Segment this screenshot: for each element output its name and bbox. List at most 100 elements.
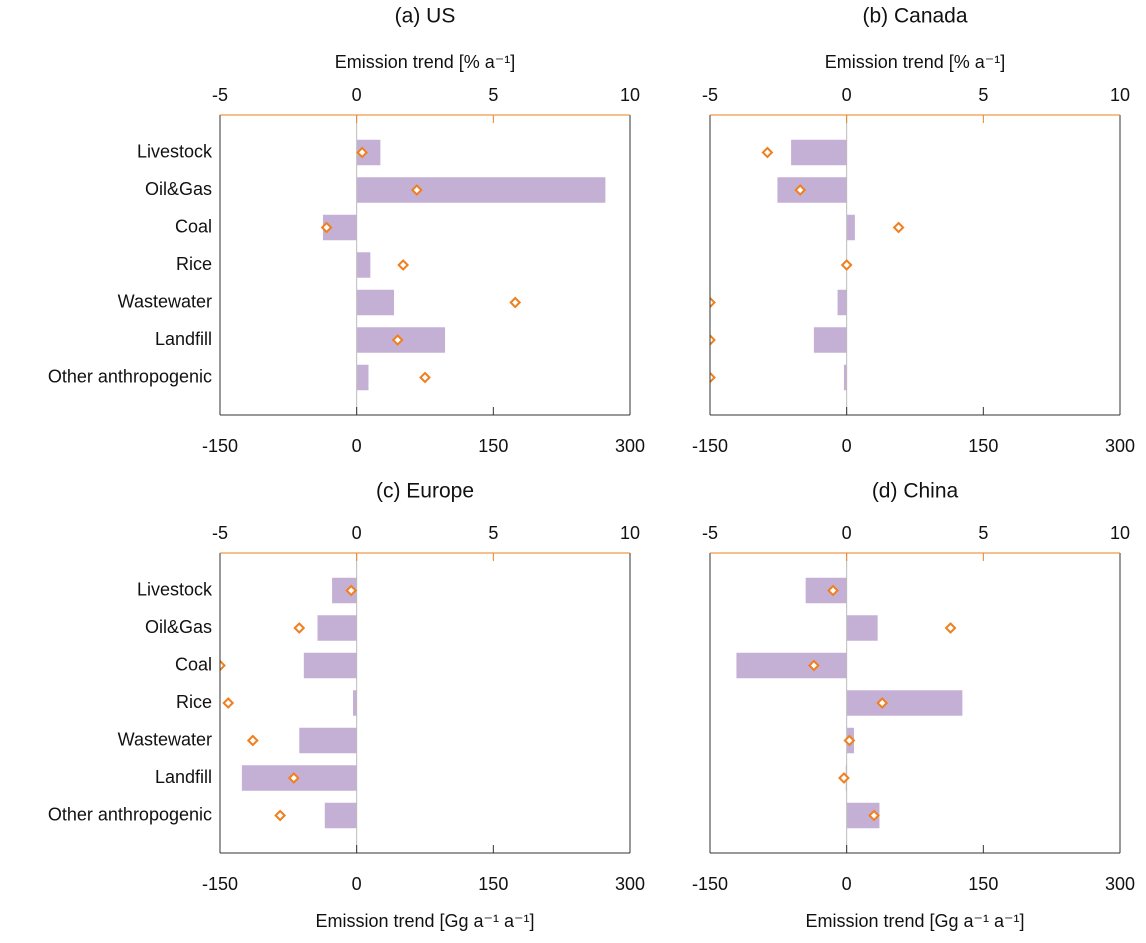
bar	[843, 364, 847, 391]
diamond-marker	[222, 697, 235, 709]
x-tick-label: 150	[968, 436, 998, 456]
diamond-marker	[944, 622, 957, 634]
diamond-marker	[509, 296, 522, 309]
x-tick-label: -150	[202, 436, 238, 456]
x2-tick-label: 10	[620, 523, 640, 543]
x-axis-label: Emission trend [Gg a⁻¹ a⁻¹]	[805, 911, 1024, 931]
diamond-marker	[710, 296, 716, 309]
x2-tick-label: 10	[1110, 523, 1130, 543]
y-tick-label: Coal	[175, 216, 212, 236]
bar	[356, 139, 381, 166]
diamond-marker	[761, 146, 774, 159]
x-tick-label: 0	[842, 874, 852, 894]
x-tick-label: -150	[692, 874, 728, 894]
bar	[846, 690, 963, 716]
bar	[317, 615, 357, 641]
plot-area	[220, 553, 358, 853]
bar	[324, 802, 357, 829]
diamond-marker	[391, 334, 404, 346]
y-tick-label: Oil&Gas	[145, 179, 212, 199]
x2-axis-label: Emission trend [% a⁻¹]	[335, 52, 516, 72]
x-tick-label: 0	[352, 874, 362, 894]
x-tick-label: 0	[842, 436, 852, 456]
y-tick-label: Livestock	[137, 141, 213, 161]
x-tick-label: -150	[692, 436, 728, 456]
x2-tick-label: -5	[702, 85, 718, 105]
diamond-marker	[345, 584, 358, 597]
y-tick-label: Livestock	[137, 579, 213, 599]
x-tick-label: -150	[202, 874, 238, 894]
bar	[356, 252, 371, 278]
diamond-marker	[419, 371, 431, 384]
x2-tick-label: -5	[212, 85, 228, 105]
bar	[736, 652, 847, 679]
y-tick-label: Landfill	[155, 329, 212, 349]
panel: (c) Europe Emission trend [Gg a⁻¹ a⁻¹] -15…	[48, 480, 645, 931]
x2-tick-label: 0	[842, 523, 852, 543]
x-tick-label: 300	[615, 436, 645, 456]
bar	[353, 690, 357, 716]
x-tick-label: 300	[1105, 874, 1135, 894]
x2-tick-label: 0	[352, 523, 362, 543]
y-tick-label: Wastewater	[118, 729, 212, 749]
diamond-marker	[876, 697, 889, 709]
diamond-marker	[320, 221, 333, 234]
x-tick-label: 150	[968, 874, 998, 894]
bar	[356, 364, 369, 391]
panel-title: (b) Canada	[862, 5, 967, 28]
x2-tick-label: 10	[620, 85, 640, 105]
diamond-marker	[827, 584, 839, 597]
x2-tick-label: 5	[978, 523, 988, 543]
x2-tick-label: -5	[212, 523, 228, 543]
y-tick-label: Rice	[176, 254, 212, 274]
diamond-marker	[274, 809, 287, 822]
x2-tick-label: 0	[842, 85, 852, 105]
bar	[356, 177, 606, 203]
x2-tick-label: 10	[1110, 85, 1130, 105]
panel: (b) Canada Emission trend [% a⁻¹] -150 0 150…	[692, 5, 1135, 456]
diamond-marker	[397, 259, 410, 271]
bar	[356, 289, 395, 316]
bar	[791, 139, 847, 166]
x-tick-label: 300	[1105, 436, 1135, 456]
diamond-marker	[293, 622, 306, 634]
plot-area	[736, 553, 963, 853]
diamond-marker	[807, 659, 820, 672]
x2-tick-label: 5	[978, 85, 988, 105]
y-tick-label: Wastewater	[118, 291, 212, 311]
bar	[805, 577, 847, 604]
plot-area	[320, 115, 606, 415]
diamond-marker	[710, 334, 716, 346]
bar	[846, 214, 855, 241]
x-tick-label: 0	[352, 436, 362, 456]
y-tick-label: Rice	[176, 692, 212, 712]
x2-tick-label: 5	[488, 85, 498, 105]
panel-title: (d) China	[872, 480, 959, 503]
y-tick-label: Coal	[175, 654, 212, 674]
diamond-marker	[356, 146, 369, 159]
diamond-marker	[794, 184, 807, 196]
panel-title: (a) US	[395, 5, 456, 28]
x2-axis-label: Emission trend [% a⁻¹]	[825, 52, 1006, 72]
y-tick-label: Other anthropogenic	[48, 366, 212, 386]
x-tick-label: 150	[478, 436, 508, 456]
diamond-marker	[710, 371, 716, 384]
panel: (d) China Emission trend [Gg a⁻¹ a⁻¹] -150…	[692, 480, 1135, 931]
panel-title: (c) Europe	[376, 480, 474, 503]
x-axis-label: Emission trend [Gg a⁻¹ a⁻¹]	[315, 911, 534, 931]
bar	[303, 652, 357, 679]
y-tick-label: Landfill	[155, 767, 212, 787]
bar	[846, 615, 878, 641]
diamond-marker	[287, 772, 300, 784]
diamond-marker	[892, 221, 905, 234]
bar	[777, 177, 847, 203]
diamond-marker	[246, 734, 259, 747]
x-tick-label: 300	[615, 874, 645, 894]
diamond-marker	[220, 659, 226, 672]
y-tick-label: Other anthropogenic	[48, 804, 212, 824]
x2-tick-label: 5	[488, 523, 498, 543]
diamond-marker	[410, 184, 423, 196]
bar	[837, 289, 847, 316]
diamond-marker	[868, 809, 880, 822]
